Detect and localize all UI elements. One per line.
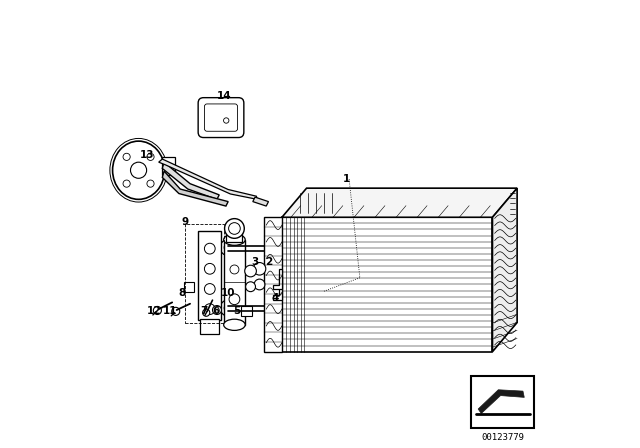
Polygon shape <box>493 188 517 352</box>
Text: 8: 8 <box>179 289 186 298</box>
Circle shape <box>230 265 239 274</box>
Text: 11: 11 <box>163 306 177 316</box>
Bar <box>198 231 221 320</box>
Circle shape <box>253 263 266 275</box>
Text: 9: 9 <box>181 217 188 227</box>
Circle shape <box>215 308 220 312</box>
Ellipse shape <box>224 234 245 246</box>
Circle shape <box>228 223 240 234</box>
Circle shape <box>204 284 215 294</box>
Bar <box>264 217 282 352</box>
Text: 12: 12 <box>147 306 161 316</box>
Circle shape <box>204 243 215 254</box>
Text: 6: 6 <box>212 306 220 316</box>
Polygon shape <box>282 188 517 217</box>
Polygon shape <box>478 390 524 414</box>
Polygon shape <box>273 269 282 289</box>
Circle shape <box>154 306 161 314</box>
Circle shape <box>223 118 229 123</box>
Bar <box>282 217 493 352</box>
FancyBboxPatch shape <box>198 98 244 138</box>
FancyBboxPatch shape <box>204 104 237 131</box>
Circle shape <box>220 239 236 255</box>
Ellipse shape <box>224 319 245 331</box>
Text: 3: 3 <box>252 257 259 267</box>
Polygon shape <box>163 171 228 206</box>
Bar <box>472 376 534 428</box>
Polygon shape <box>253 197 269 206</box>
Text: 4: 4 <box>271 293 279 303</box>
Circle shape <box>131 162 147 178</box>
Polygon shape <box>163 162 220 199</box>
Text: 00123779: 00123779 <box>481 433 524 442</box>
Text: 5: 5 <box>234 306 241 316</box>
Circle shape <box>224 304 232 312</box>
Text: 7: 7 <box>201 306 208 316</box>
Circle shape <box>147 153 154 160</box>
Circle shape <box>123 180 130 187</box>
Text: 13: 13 <box>140 150 155 159</box>
Ellipse shape <box>113 141 164 199</box>
Bar <box>185 224 224 323</box>
Circle shape <box>172 307 180 315</box>
Circle shape <box>220 300 236 316</box>
Bar <box>227 226 243 242</box>
Text: 1: 1 <box>343 174 351 184</box>
Circle shape <box>246 282 255 292</box>
Circle shape <box>225 219 244 238</box>
Bar <box>200 319 219 334</box>
Circle shape <box>244 265 257 277</box>
Circle shape <box>204 263 215 274</box>
Bar <box>241 306 252 316</box>
Text: 14: 14 <box>216 91 231 101</box>
Text: 2: 2 <box>265 257 272 267</box>
Bar <box>163 157 175 175</box>
Circle shape <box>212 306 221 314</box>
Circle shape <box>204 304 215 314</box>
Bar <box>224 240 245 325</box>
Circle shape <box>203 309 210 316</box>
Circle shape <box>229 294 240 305</box>
Circle shape <box>123 153 130 160</box>
Circle shape <box>254 279 265 290</box>
Text: 10: 10 <box>221 289 236 298</box>
Polygon shape <box>159 159 257 199</box>
Circle shape <box>224 243 232 252</box>
Polygon shape <box>273 276 282 300</box>
Bar <box>184 282 194 292</box>
Circle shape <box>147 180 154 187</box>
